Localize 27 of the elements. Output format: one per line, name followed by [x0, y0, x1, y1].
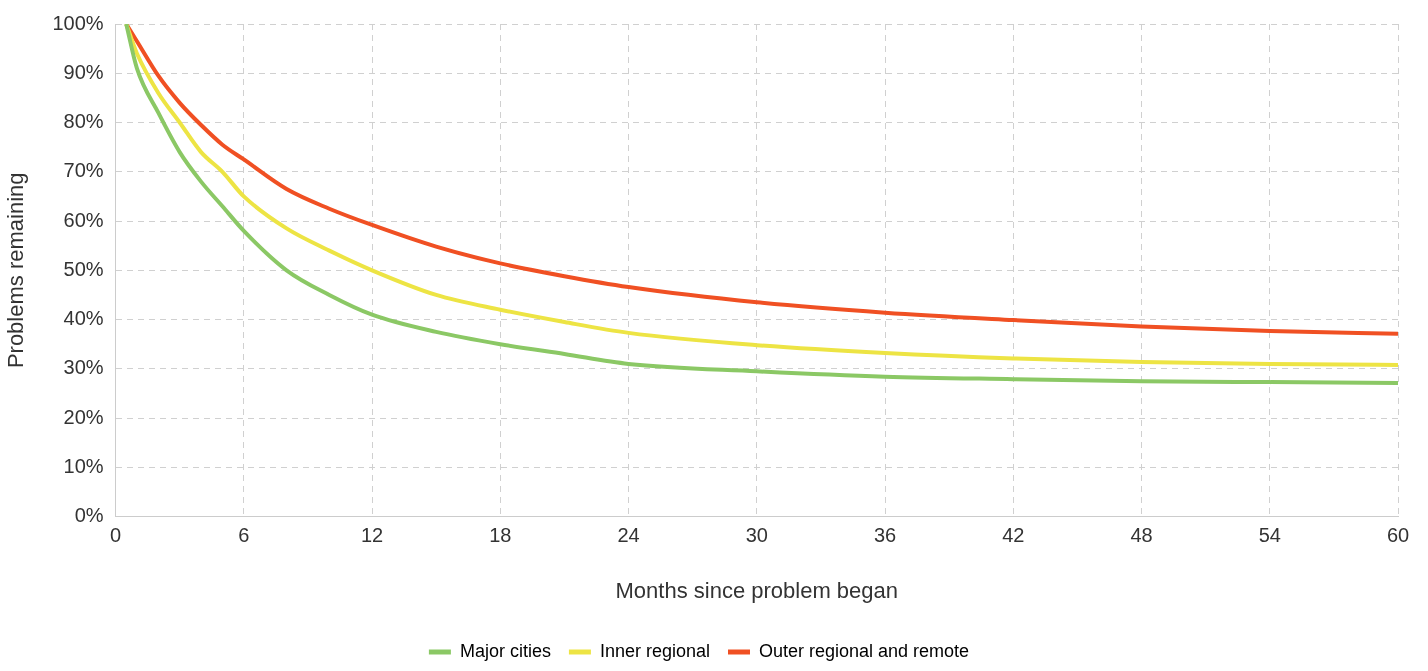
y-tick-label: 50%: [63, 257, 104, 280]
x-tick-label: 42: [1002, 524, 1025, 547]
y-tick-label: 40%: [63, 307, 104, 330]
x-tick-label: 18: [489, 524, 512, 547]
legend-label: Outer regional and remote: [758, 640, 970, 661]
y-axis-title: Problems remaining: [3, 172, 29, 369]
x-tick-label: 24: [617, 524, 640, 547]
x-tick-label: 0: [109, 524, 122, 547]
x-tick-label: 6: [238, 524, 250, 547]
x-tick-label: 48: [1130, 524, 1153, 547]
legend-label: Inner regional: [599, 640, 710, 661]
y-tick-label: 60%: [63, 208, 104, 231]
x-tick-label: 54: [1258, 524, 1281, 547]
y-tick-label: 0%: [74, 504, 104, 527]
x-axis-title: Months since problem began: [615, 577, 899, 603]
x-tick-label: 30: [745, 524, 768, 547]
y-tick-label: 20%: [63, 405, 104, 428]
y-tick-label: 90%: [63, 60, 104, 83]
legend-label: Major cities: [459, 640, 551, 661]
y-tick-label: 70%: [63, 159, 104, 182]
y-tick-label: 100%: [52, 11, 104, 34]
y-tick-label: 80%: [63, 110, 104, 133]
y-tick-label: 10%: [63, 454, 104, 477]
y-tick-label: 30%: [63, 356, 104, 379]
x-tick-label: 12: [360, 524, 384, 547]
x-tick-label: 60: [1386, 524, 1410, 547]
x-tick-label: 36: [873, 524, 897, 547]
